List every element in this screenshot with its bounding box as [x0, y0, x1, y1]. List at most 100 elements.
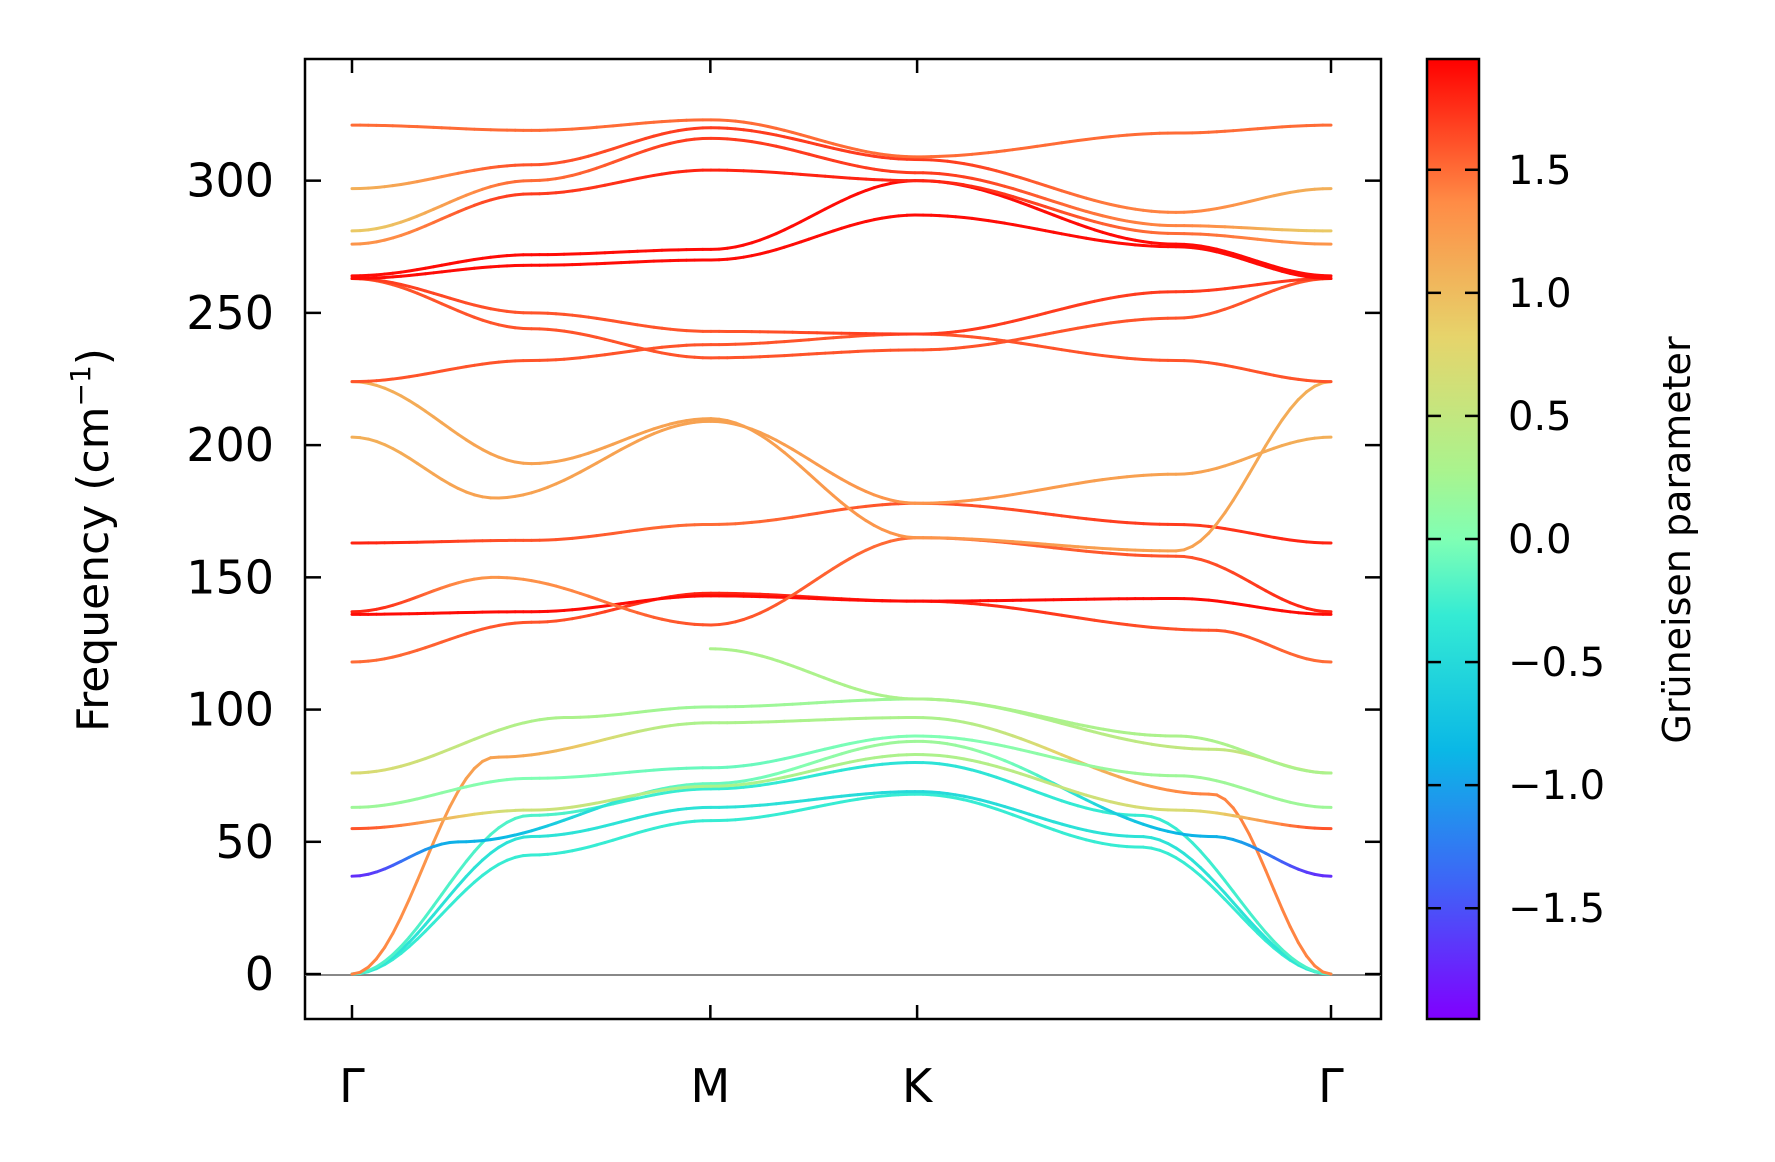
band-segment: [823, 486, 835, 498]
band-segment: [799, 464, 811, 476]
band-segment: [383, 953, 395, 963]
band-segment: [391, 948, 403, 959]
band-segment: [1305, 954, 1317, 968]
band-segment: [448, 427, 460, 436]
band-segment: [391, 859, 403, 867]
colorbar-tick-label: −1.0: [1508, 763, 1605, 809]
band-segment: [791, 588, 803, 597]
band-segment: [489, 845, 501, 855]
band-opt-224a: [350, 380, 1333, 553]
band-segment: [1264, 851, 1276, 860]
band-segment: [391, 945, 403, 957]
band-segment: [611, 447, 623, 456]
band-segment: [423, 409, 436, 419]
band-segment: [848, 482, 860, 490]
band-segment: [464, 866, 476, 879]
band-segment: [1272, 418, 1284, 434]
band-segment: [472, 759, 485, 770]
band-segment: [807, 211, 819, 220]
band-segment: [1231, 900, 1243, 914]
band-segment: [432, 472, 444, 481]
band-segment: [497, 841, 509, 849]
colorbar-ticks: −1.5 −1.0 −0.5 0.0 0.5 1.0 1.5: [1427, 148, 1605, 932]
band-segment: [472, 858, 485, 870]
band-opt-118: [350, 591, 1333, 664]
band-segment: [1215, 868, 1227, 883]
band-segment: [872, 523, 884, 532]
band-segment: [391, 390, 403, 398]
band-segment: [1272, 856, 1284, 864]
band-segment: [1264, 589, 1276, 597]
band-lines: [350, 118, 1333, 976]
band-segment: [1280, 860, 1292, 868]
band-segment: [766, 438, 778, 448]
band-segment: [399, 898, 411, 919]
band-segment: [831, 472, 843, 481]
band-segment: [415, 461, 427, 471]
band-segment: [807, 457, 819, 466]
band-segment: [1247, 923, 1260, 935]
band-segment: [603, 452, 615, 461]
band-segment: [1313, 964, 1325, 974]
band-segment: [440, 904, 452, 916]
band-opt-163: [350, 501, 1333, 545]
band-segment: [448, 789, 460, 809]
band-segment: [848, 552, 860, 561]
band-segment: [1223, 498, 1235, 515]
band-segment: [1223, 891, 1235, 904]
band-segment: [1231, 571, 1243, 579]
band-segment: [1272, 939, 1284, 952]
band-segment: [391, 951, 403, 961]
colorbar-tick-label: 0.0: [1508, 517, 1572, 563]
band-segment: [1288, 955, 1300, 965]
band-segment: [856, 513, 868, 523]
band-opt-63: [350, 734, 1333, 809]
band-segment: [1256, 847, 1268, 855]
band-segment: [399, 935, 411, 949]
band-segment: [799, 452, 811, 461]
band-segment: [1247, 911, 1260, 925]
band-opt-297: [350, 126, 1333, 214]
band-segment: [1256, 850, 1268, 872]
band-segment: [758, 607, 770, 615]
band-segment: [742, 424, 754, 432]
band-segment: [619, 443, 631, 451]
band-opt-263b: [350, 277, 1333, 336]
band-segment: [840, 557, 852, 565]
band-segment: [570, 470, 582, 478]
band-segment: [1215, 511, 1227, 526]
band-segment: [456, 859, 468, 874]
band-segment: [456, 875, 468, 888]
x-tick-label-0: Γ: [339, 1059, 365, 1113]
band-segment: [1280, 907, 1292, 929]
band-opt-203: [350, 419, 1333, 505]
band-segment: [1068, 790, 1080, 798]
band-opt-263c: [350, 213, 1333, 281]
band-segment: [791, 457, 803, 468]
band-segment: [366, 957, 378, 969]
band-segment: [423, 921, 436, 933]
band-segment: [1035, 773, 1047, 781]
colorbar-label: Grüneisen parameter: [1655, 336, 1699, 744]
band-segment: [1247, 580, 1260, 588]
band-segment: [1207, 881, 1219, 893]
band-segment: [464, 438, 476, 447]
band-segment: [1223, 797, 1235, 810]
band-segment: [1239, 910, 1251, 923]
band-segment: [407, 926, 419, 939]
band-segment: [399, 945, 411, 955]
band-segment: [1296, 390, 1309, 402]
colorbar-tick-label: 0.5: [1508, 394, 1572, 440]
band-segment: [399, 394, 411, 403]
band-segment: [440, 881, 452, 896]
band-segment: [799, 216, 811, 224]
band-segment: [1166, 851, 1178, 860]
band-segment: [758, 433, 770, 442]
band-segment: [1256, 928, 1268, 940]
band-segment: [440, 893, 452, 907]
band-segment: [636, 435, 648, 443]
band-segment: [423, 467, 436, 476]
band-segment: [823, 203, 835, 211]
band-segment: [823, 567, 835, 576]
